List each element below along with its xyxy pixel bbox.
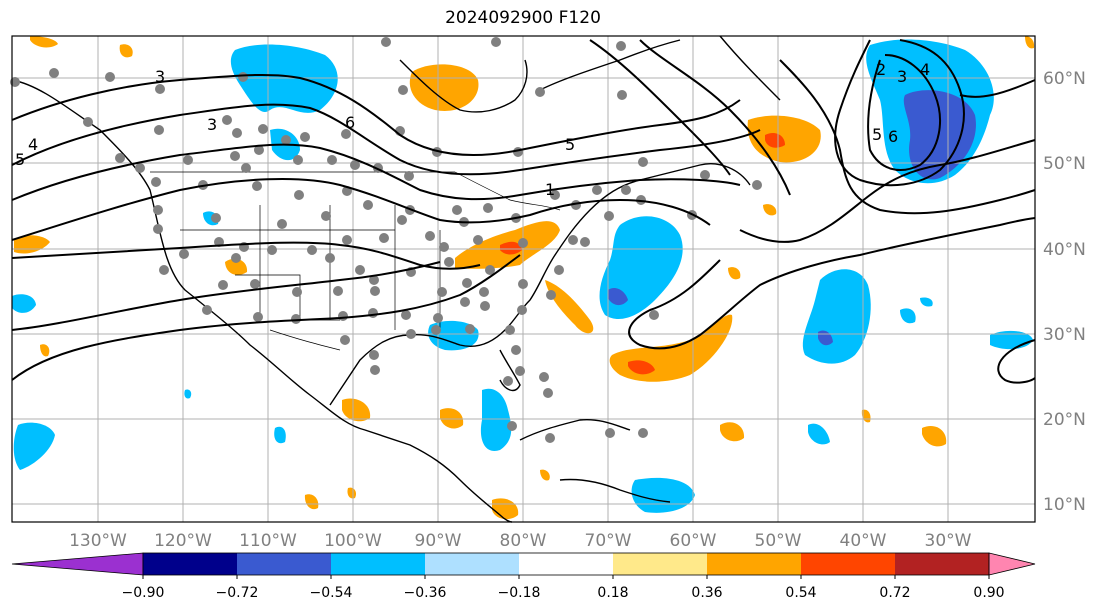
colorbar-tick-label: −0.36 — [404, 585, 447, 601]
contour-label: 5 — [565, 135, 575, 154]
colorbar-tick-label: 0.90 — [973, 585, 1004, 601]
longitude-ticks: 130°W 120°W 110°W 100°W 90°W 80°W 70°W 6… — [69, 531, 972, 551]
contour-label: 4 — [920, 60, 930, 79]
contour-label: 3 — [155, 67, 165, 86]
contour-label: 5 — [15, 150, 25, 169]
map-title: 2024092900 F120 — [445, 8, 601, 28]
colorbar-tick-label: −0.18 — [498, 585, 541, 601]
lon-tick-label: 130°W — [69, 531, 127, 551]
station-markers — [10, 37, 762, 443]
colorbar-segment — [801, 553, 895, 575]
colorbar-tick-label: 0.36 — [691, 585, 722, 601]
anomaly-shading — [12, 36, 1035, 520]
lon-tick-label: 50°W — [755, 531, 802, 551]
colorbar-tick-label: 0.54 — [785, 585, 816, 601]
lat-tick-label: 10°N — [1043, 495, 1086, 515]
contour-label: 3 — [207, 115, 217, 134]
contour-labels: 3 3 6 5 4 5 1 2 3 4 5 6 — [15, 60, 930, 199]
lat-tick-label: 20°N — [1043, 410, 1086, 430]
lon-tick-label: 110°W — [239, 531, 297, 551]
colorbar-segment — [237, 553, 331, 575]
colorbar-tick-label: 0.18 — [597, 585, 628, 601]
map-frame — [11, 35, 1036, 523]
contour-label: 3 — [897, 67, 907, 86]
contour-label: 4 — [28, 135, 38, 154]
lon-tick-label: 70°W — [585, 531, 632, 551]
contour-label: 1 — [545, 180, 555, 199]
colorbar-extend-low — [11, 552, 144, 576]
lat-tick-label: 30°N — [1043, 325, 1086, 345]
colorbar-tick-label: −0.72 — [216, 585, 259, 601]
lon-tick-label: 60°W — [670, 531, 717, 551]
colorbar-extend-high — [988, 552, 1036, 576]
colorbar-tick-label: −0.90 — [122, 585, 165, 601]
coastlines — [11, 35, 781, 523]
lon-tick-label: 80°W — [500, 531, 547, 551]
contour-label: 6 — [888, 127, 898, 146]
colorbar-segment — [895, 553, 989, 575]
colorbar-tick-label: −0.54 — [310, 585, 353, 601]
contour-label: 5 — [872, 125, 882, 144]
lon-tick-label: 120°W — [154, 531, 212, 551]
colorbar-segment — [331, 553, 425, 575]
lon-tick-label: 40°W — [840, 531, 887, 551]
height-contours — [11, 39, 1036, 384]
lat-tick-label: 60°N — [1043, 69, 1086, 89]
lon-tick-label: 30°W — [925, 531, 972, 551]
colorbar-segment — [143, 553, 237, 575]
colorbar-frame — [142, 552, 990, 576]
lat-tick-label: 40°N — [1043, 240, 1086, 260]
colorbar: −0.90 −0.72 −0.54 −0.36 −0.18 0.18 0.36 0.54 0.7… — [11, 552, 1036, 601]
lat-tick-label: 50°N — [1043, 154, 1086, 174]
colorbar-segment — [425, 553, 519, 575]
lon-tick-label: 90°W — [415, 531, 462, 551]
colorbar-segment — [613, 553, 707, 575]
lon-tick-label: 100°W — [324, 531, 382, 551]
colorbar-tick-label: 0.72 — [879, 585, 910, 601]
contour-label: 6 — [345, 113, 355, 132]
colorbar-segment — [707, 553, 801, 575]
colorbar-segment — [519, 553, 613, 575]
contour-label: 2 — [876, 60, 886, 79]
graticule — [12, 36, 1035, 522]
latitude-ticks: 60°N 50°N 40°N 30°N 20°N 10°N — [1043, 69, 1086, 515]
